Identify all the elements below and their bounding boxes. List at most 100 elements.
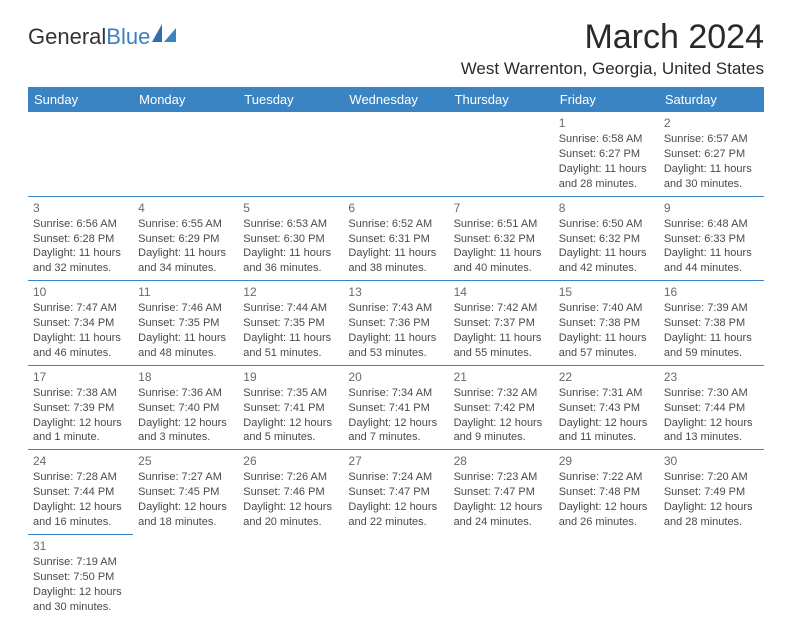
day-number: 8 [559, 200, 654, 216]
weekday-header-row: Sunday Monday Tuesday Wednesday Thursday… [28, 87, 764, 112]
daylight-text: Daylight: 12 hours [138, 416, 233, 431]
calendar-empty-cell [238, 112, 343, 196]
daylight-text: Daylight: 11 hours [33, 331, 128, 346]
sunrise-text: Sunrise: 7:24 AM [348, 470, 443, 485]
daylight-text: Daylight: 11 hours [559, 331, 654, 346]
calendar-day-cell: 1Sunrise: 6:58 AMSunset: 6:27 PMDaylight… [554, 112, 659, 196]
calendar-day-cell: 27Sunrise: 7:24 AMSunset: 7:47 PMDayligh… [343, 450, 448, 535]
day-number: 26 [243, 453, 338, 469]
day-number: 27 [348, 453, 443, 469]
sunrise-text: Sunrise: 7:43 AM [348, 301, 443, 316]
daylight-text: and 20 minutes. [243, 515, 338, 530]
sunset-text: Sunset: 7:50 PM [33, 570, 128, 585]
calendar-day-cell: 15Sunrise: 7:40 AMSunset: 7:38 PMDayligh… [554, 281, 659, 366]
sunrise-text: Sunrise: 7:32 AM [454, 386, 549, 401]
calendar-day-cell: 8Sunrise: 6:50 AMSunset: 6:32 PMDaylight… [554, 196, 659, 281]
daylight-text: and 3 minutes. [138, 430, 233, 445]
calendar-day-cell: 13Sunrise: 7:43 AMSunset: 7:36 PMDayligh… [343, 281, 448, 366]
brand-part1: General [28, 24, 106, 50]
sunset-text: Sunset: 7:47 PM [348, 485, 443, 500]
daylight-text: and 42 minutes. [559, 261, 654, 276]
day-number: 9 [664, 200, 759, 216]
day-number: 19 [243, 369, 338, 385]
day-number: 7 [454, 200, 549, 216]
daylight-text: and 40 minutes. [454, 261, 549, 276]
calendar-day-cell: 25Sunrise: 7:27 AMSunset: 7:45 PMDayligh… [133, 450, 238, 535]
calendar-day-cell: 29Sunrise: 7:22 AMSunset: 7:48 PMDayligh… [554, 450, 659, 535]
sunset-text: Sunset: 7:41 PM [243, 401, 338, 416]
daylight-text: and 13 minutes. [664, 430, 759, 445]
sunset-text: Sunset: 7:35 PM [243, 316, 338, 331]
sunset-text: Sunset: 7:46 PM [243, 485, 338, 500]
sunset-text: Sunset: 7:48 PM [559, 485, 654, 500]
sunrise-text: Sunrise: 7:28 AM [33, 470, 128, 485]
sunset-text: Sunset: 6:28 PM [33, 232, 128, 247]
sunset-text: Sunset: 7:47 PM [454, 485, 549, 500]
calendar-day-cell: 21Sunrise: 7:32 AMSunset: 7:42 PMDayligh… [449, 365, 554, 450]
daylight-text: and 36 minutes. [243, 261, 338, 276]
sunset-text: Sunset: 6:33 PM [664, 232, 759, 247]
calendar-day-cell: 30Sunrise: 7:20 AMSunset: 7:49 PMDayligh… [659, 450, 764, 535]
daylight-text: Daylight: 11 hours [348, 331, 443, 346]
day-number: 4 [138, 200, 233, 216]
calendar-empty-cell [343, 534, 448, 618]
daylight-text: Daylight: 11 hours [138, 246, 233, 261]
sunset-text: Sunset: 7:43 PM [559, 401, 654, 416]
daylight-text: and 53 minutes. [348, 346, 443, 361]
daylight-text: Daylight: 12 hours [33, 416, 128, 431]
sunset-text: Sunset: 7:49 PM [664, 485, 759, 500]
daylight-text: and 5 minutes. [243, 430, 338, 445]
sunrise-text: Sunrise: 7:27 AM [138, 470, 233, 485]
calendar-week-row: 1Sunrise: 6:58 AMSunset: 6:27 PMDaylight… [28, 112, 764, 196]
sunset-text: Sunset: 7:44 PM [33, 485, 128, 500]
daylight-text: Daylight: 12 hours [348, 416, 443, 431]
sunset-text: Sunset: 7:35 PM [138, 316, 233, 331]
daylight-text: and 18 minutes. [138, 515, 233, 530]
sunset-text: Sunset: 7:41 PM [348, 401, 443, 416]
day-number: 10 [33, 284, 128, 300]
sunset-text: Sunset: 7:37 PM [454, 316, 549, 331]
calendar-empty-cell [449, 534, 554, 618]
calendar-table: Sunday Monday Tuesday Wednesday Thursday… [28, 87, 764, 618]
daylight-text: Daylight: 12 hours [243, 416, 338, 431]
day-number: 1 [559, 115, 654, 131]
calendar-day-cell: 23Sunrise: 7:30 AMSunset: 7:44 PMDayligh… [659, 365, 764, 450]
sunrise-text: Sunrise: 6:56 AM [33, 217, 128, 232]
sail-icon [152, 24, 178, 50]
sunset-text: Sunset: 6:32 PM [454, 232, 549, 247]
daylight-text: and 38 minutes. [348, 261, 443, 276]
daylight-text: Daylight: 11 hours [454, 246, 549, 261]
daylight-text: Daylight: 11 hours [243, 331, 338, 346]
day-number: 5 [243, 200, 338, 216]
daylight-text: and 7 minutes. [348, 430, 443, 445]
sunrise-text: Sunrise: 7:31 AM [559, 386, 654, 401]
sunrise-text: Sunrise: 6:52 AM [348, 217, 443, 232]
calendar-week-row: 17Sunrise: 7:38 AMSunset: 7:39 PMDayligh… [28, 365, 764, 450]
calendar-empty-cell [659, 534, 764, 618]
header: GeneralBlue March 2024 [28, 18, 764, 57]
day-number: 28 [454, 453, 549, 469]
sunrise-text: Sunrise: 7:30 AM [664, 386, 759, 401]
calendar-day-cell: 24Sunrise: 7:28 AMSunset: 7:44 PMDayligh… [28, 450, 133, 535]
calendar-day-cell: 12Sunrise: 7:44 AMSunset: 7:35 PMDayligh… [238, 281, 343, 366]
daylight-text: Daylight: 11 hours [348, 246, 443, 261]
calendar-day-cell: 4Sunrise: 6:55 AMSunset: 6:29 PMDaylight… [133, 196, 238, 281]
calendar-empty-cell [28, 112, 133, 196]
daylight-text: Daylight: 11 hours [664, 162, 759, 177]
sunrise-text: Sunrise: 6:48 AM [664, 217, 759, 232]
sunrise-text: Sunrise: 7:26 AM [243, 470, 338, 485]
day-number: 23 [664, 369, 759, 385]
daylight-text: Daylight: 11 hours [559, 162, 654, 177]
day-number: 6 [348, 200, 443, 216]
sunset-text: Sunset: 6:27 PM [664, 147, 759, 162]
daylight-text: and 46 minutes. [33, 346, 128, 361]
daylight-text: Daylight: 12 hours [454, 416, 549, 431]
calendar-day-cell: 19Sunrise: 7:35 AMSunset: 7:41 PMDayligh… [238, 365, 343, 450]
daylight-text: Daylight: 12 hours [454, 500, 549, 515]
calendar-empty-cell [238, 534, 343, 618]
calendar-day-cell: 6Sunrise: 6:52 AMSunset: 6:31 PMDaylight… [343, 196, 448, 281]
sunrise-text: Sunrise: 6:50 AM [559, 217, 654, 232]
calendar-week-row: 24Sunrise: 7:28 AMSunset: 7:44 PMDayligh… [28, 450, 764, 535]
sunrise-text: Sunrise: 7:22 AM [559, 470, 654, 485]
daylight-text: Daylight: 11 hours [454, 331, 549, 346]
